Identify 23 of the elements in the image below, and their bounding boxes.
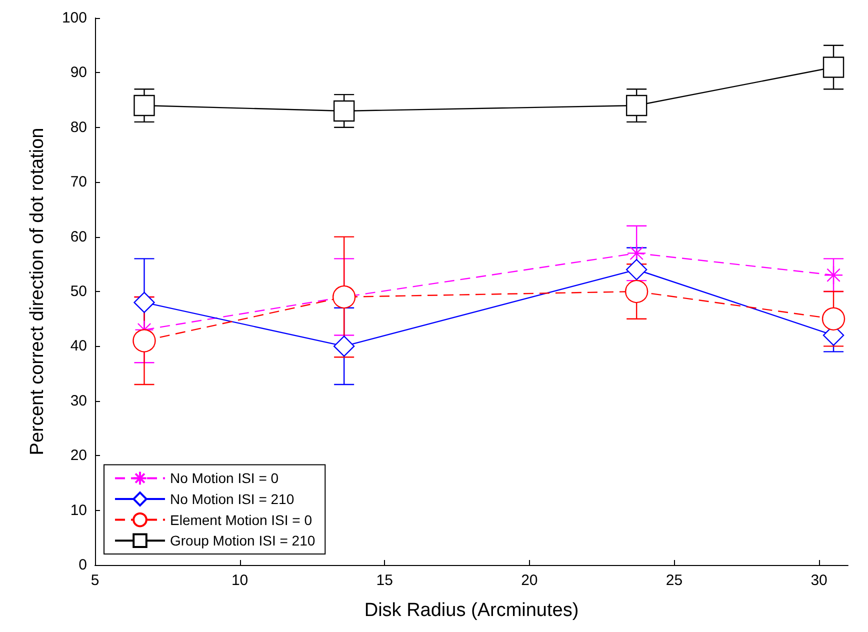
y-tick-label: 100 (62, 10, 87, 26)
y-tick-label: 90 (70, 64, 87, 82)
x-tick-label: 20 (521, 572, 538, 589)
y-tick-label: 60 (70, 228, 87, 246)
x-tick-label: 10 (231, 572, 248, 589)
y-tick-label: 40 (70, 338, 87, 355)
x-axis-title: Disk Radius (Arcminutes) (364, 600, 579, 621)
y-tick-label: 70 (70, 174, 87, 191)
x-tick-label: 25 (666, 572, 683, 589)
y-tick-label: 20 (70, 447, 87, 464)
y-tick-label: 0 (78, 556, 87, 574)
legend-label: Element Motion ISI = 0 (170, 512, 312, 528)
x-tick-label: 5 (90, 572, 100, 589)
y-tick-label: 80 (70, 118, 87, 136)
legend-label: Group Motion ISI = 210 (170, 532, 316, 549)
y-axis-title: Percent correct direction of dot rotation (27, 128, 48, 456)
x-tick-label: 30 (810, 572, 828, 589)
legend-label: No Motion ISI = 0 (170, 470, 279, 486)
y-tick-label: 50 (70, 283, 87, 300)
y-tick-label: 10 (70, 502, 87, 519)
y-tick-label: 30 (70, 392, 87, 410)
x-tick-label: 15 (376, 572, 393, 589)
legend-label: No Motion ISI = 210 (170, 491, 294, 507)
